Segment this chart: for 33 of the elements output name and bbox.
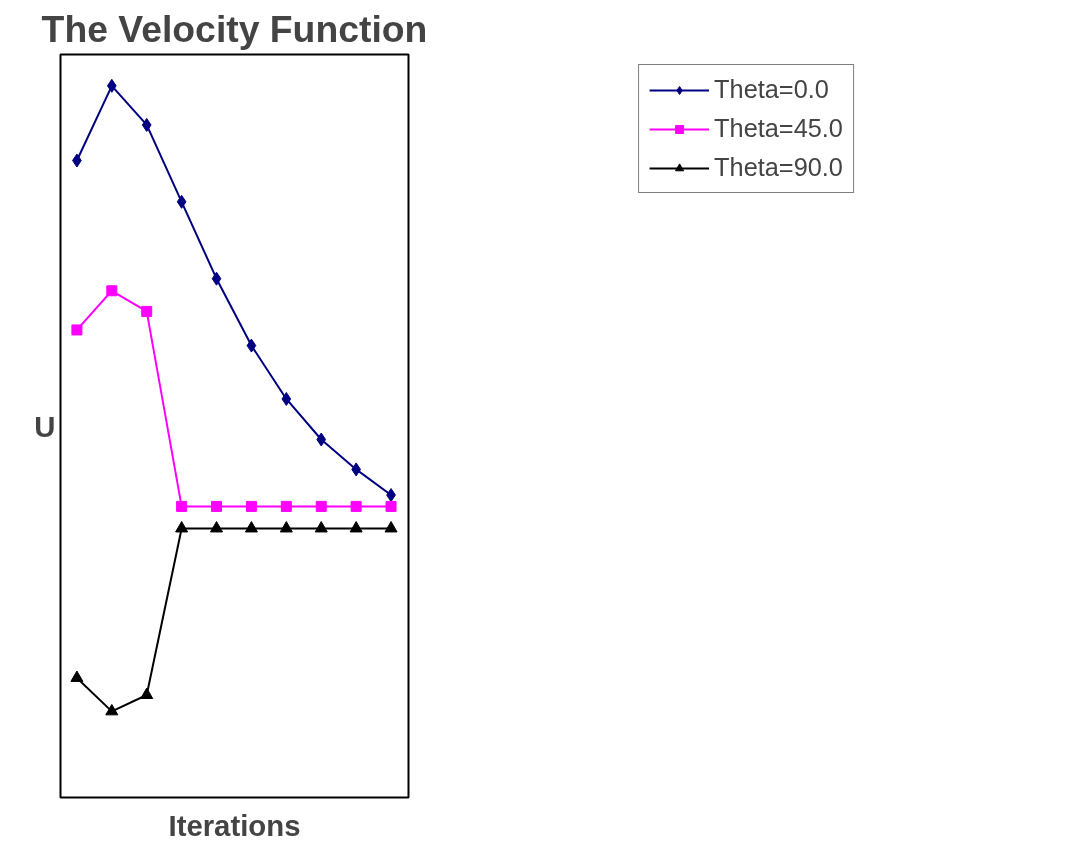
point <box>106 78 117 93</box>
point <box>385 500 397 512</box>
y-axis-title: U <box>34 409 56 443</box>
point <box>350 500 362 512</box>
point <box>175 521 189 533</box>
x-axis-title: Iterations <box>168 808 301 842</box>
legend-label: Theta=45.0 <box>714 114 843 143</box>
point <box>246 338 257 353</box>
point <box>279 521 293 533</box>
point <box>280 500 292 512</box>
chart-title: The Velocity Function <box>41 7 428 50</box>
point <box>70 670 84 682</box>
point <box>315 500 327 512</box>
point <box>105 703 119 716</box>
point <box>140 687 154 699</box>
point <box>106 285 118 297</box>
point <box>211 500 223 512</box>
point <box>176 500 188 512</box>
point <box>141 305 153 317</box>
point <box>349 521 363 533</box>
point <box>210 521 224 533</box>
point <box>245 500 257 512</box>
point <box>211 271 222 286</box>
point <box>141 117 152 132</box>
point <box>244 521 258 533</box>
point <box>314 521 328 533</box>
point <box>176 194 187 209</box>
point <box>316 432 327 447</box>
legend-label: Theta=90.0 <box>714 153 843 182</box>
legend-label: Theta=0.0 <box>714 75 829 104</box>
point <box>384 521 398 533</box>
point <box>71 324 83 336</box>
point <box>281 391 292 406</box>
